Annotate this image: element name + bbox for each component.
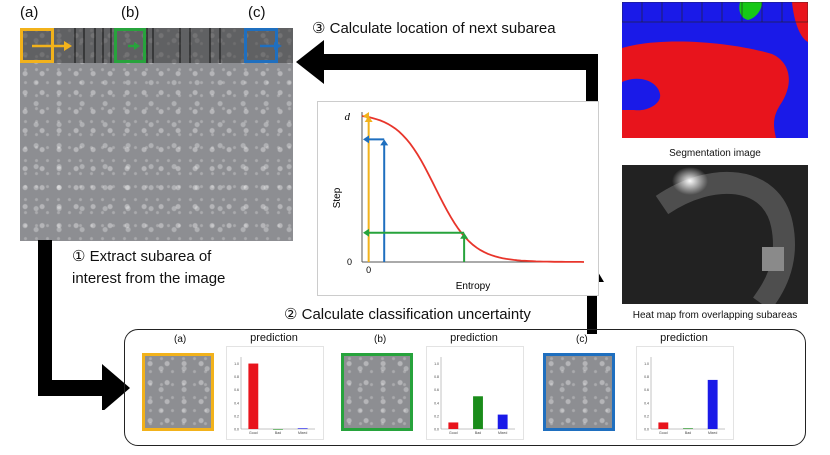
xtick-0: 0 [366,265,371,275]
label-a: (a) [20,4,39,21]
bar-category-label: Mixed [708,431,717,435]
bar-ytick: 1.0 [234,362,239,366]
step-graph: 0 d 0 Entropy Step [317,101,599,296]
card-a-prediction-title: prediction [250,332,298,344]
card-b-prediction-title: prediction [450,332,498,344]
subarea-grid [74,28,221,63]
microscope-image [20,28,293,241]
bar-ytick: 0.2 [234,414,239,418]
step3-label: ③ Calculate location of next subarea [312,20,556,37]
bar-ytick: 0.8 [644,375,649,379]
label-b: (b) [121,4,140,21]
bar-ytick: 0.0 [234,428,239,432]
bar-ytick: 0.2 [644,414,649,418]
bar-ytick: 1.0 [644,362,649,366]
card-b-chart: 0.0 0.2 0.4 0.6 0.8 1.0 Good Bad Mixed [426,346,524,440]
step-chart-svg: 0 d 0 Entropy Step [332,111,585,292]
card-a-chart-svg: 0.0 0.2 0.4 0.6 0.8 1.0 Good Bad Mixed [234,357,315,435]
heatmap-image [622,165,808,304]
x-axis-label: Entropy [456,281,490,292]
bar-mixed [297,428,308,429]
bar-category-label: Bad [685,431,691,435]
segmentation-caption: Segmentation image [669,148,761,159]
bar-category-label: Bad [275,431,281,435]
bar-category-label: Good [659,431,668,435]
bar-good [658,422,669,429]
bar-ytick: 0.0 [644,428,649,432]
card-c-label: (c) [576,334,588,345]
prediction-panel [124,329,806,446]
segmentation-image [622,2,808,138]
card-a-label: (a) [174,334,187,345]
bar-category-label: Good [249,431,258,435]
bar-ytick: 0.6 [234,388,239,392]
ytick-0: 0 [347,257,352,267]
subarea-b-box [114,28,146,63]
bar-category-label: Bad [475,431,481,435]
step2-label: ② Calculate classification uncertainty [284,306,531,323]
label-c: (c) [248,4,266,21]
bar-ytick: 0.4 [234,401,239,405]
segmentation-map [622,2,808,138]
y-axis-label: Step [332,187,343,208]
loop-arrow [296,40,598,104]
bar-good [248,363,259,429]
direction-arrows [32,41,282,51]
down-right-arrow [38,240,130,410]
step1-label-line2: interest from the image [72,270,226,287]
bar-bad [273,429,283,430]
bar-good [448,422,459,429]
entropy-marker-head-1 [380,139,389,146]
step1-label-line1: ① Extract subarea of [72,248,212,265]
card-c-chart: 0.0 0.2 0.4 0.6 0.8 1.0 Good Bad Mixed [636,346,734,440]
bar-category-label: Mixed [298,431,307,435]
bar-ytick: 0.8 [434,375,439,379]
bar-ytick: 0.6 [434,388,439,392]
bar-bad [683,428,693,429]
bar-ytick: 0.6 [644,388,649,392]
card-a-thumbnail [142,353,214,431]
step-curve [361,115,585,263]
bar-category-label: Mixed [498,431,507,435]
bar-ytick: 0.4 [434,401,439,405]
bar-mixed [497,414,508,429]
card-b-chart-svg: 0.0 0.2 0.4 0.6 0.8 1.0 Good Bad Mixed [434,357,515,435]
bar-ytick: 0.0 [434,428,439,432]
heatmap-svg [622,165,808,304]
card-c-thumbnail [543,353,615,431]
card-c-prediction-title: prediction [660,332,708,344]
bar-ytick: 1.0 [434,362,439,366]
step-marker-head-1 [363,135,369,144]
bar-ytick: 0.4 [644,401,649,405]
bar-category-label: Good [449,431,458,435]
card-a-chart: 0.0 0.2 0.4 0.6 0.8 1.0 Good Bad Mixed [226,346,324,440]
entropy-marker-head-2 [460,232,469,239]
step-marker-head-2 [363,228,369,237]
bar-ytick: 0.2 [434,414,439,418]
heatmap-caption: Heat map from overlapping subareas [632,310,798,321]
card-c-chart-svg: 0.0 0.2 0.4 0.6 0.8 1.0 Good Bad Mixed [644,357,725,435]
card-b-thumbnail [341,353,413,431]
bar-bad [473,396,483,429]
bar-ytick: 0.8 [234,375,239,379]
bar-mixed [707,379,718,429]
step-marker-head-0 [363,112,369,120]
card-b-label: (b) [374,334,387,345]
ytick-d: d [345,111,351,123]
